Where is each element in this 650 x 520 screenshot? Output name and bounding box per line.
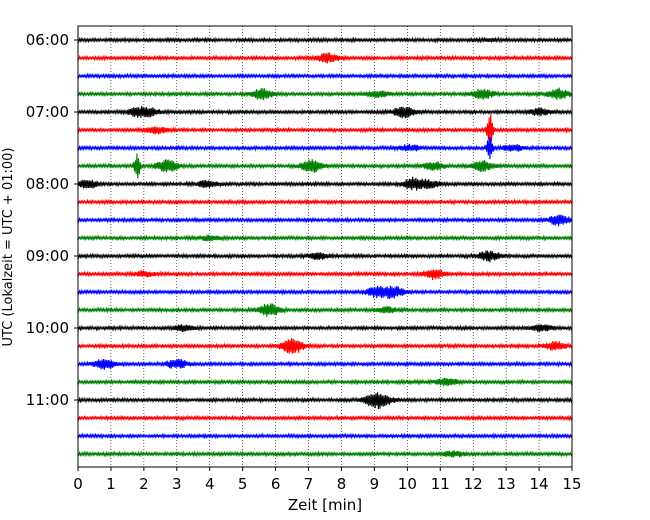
trace-1000 [77, 324, 573, 332]
trace-0830 [77, 214, 573, 227]
trace-0915 [77, 269, 573, 281]
y-tick-label: 11:00 [26, 391, 69, 409]
trace-1100 [77, 392, 573, 409]
x-tick-label: 6 [271, 475, 281, 493]
x-tick-label: 1 [106, 475, 116, 493]
trace-0800 [77, 176, 573, 191]
x-tick-label: 8 [337, 475, 347, 493]
seismic-traces [77, 36, 573, 458]
trace-0730 [77, 136, 573, 160]
trace-0930 [77, 285, 573, 300]
y-tick-label: 06:00 [26, 31, 69, 49]
trace-0600 [77, 36, 573, 44]
x-tick-label: 3 [172, 475, 182, 493]
trace-1145 [77, 450, 573, 458]
x-tick-label: 7 [304, 475, 314, 493]
trace-0815 [77, 198, 573, 206]
x-tick-label: 14 [530, 475, 549, 493]
y-tick-label: 09:00 [26, 247, 69, 265]
trace-0630 [77, 72, 573, 80]
trace-0645 [77, 87, 573, 101]
plot-area [78, 26, 572, 467]
x-tick-label: 5 [238, 475, 248, 493]
x-tick-label: 12 [464, 475, 483, 493]
y-axis-ticks: 06:00 07:00 08:00 09:00 10:00 11:00 [26, 31, 78, 409]
trace-1130 [77, 432, 573, 440]
trace-1030 [77, 359, 573, 370]
x-tick-label: 4 [205, 475, 215, 493]
y-axis-label: UTC (Lokalzeit = UTC + 01:00) [1, 148, 16, 347]
x-axis-label: Zeit [min] [288, 496, 362, 514]
trace-0745 [77, 153, 573, 179]
x-tick-label: 0 [73, 475, 83, 493]
y-tick-label: 08:00 [26, 175, 69, 193]
trace-0945 [77, 303, 573, 318]
x-tick-label: 15 [562, 475, 581, 493]
trace-0700 [77, 105, 573, 119]
trace-0715 [77, 114, 573, 142]
trace-1015 [77, 338, 573, 354]
x-tick-label: 11 [431, 475, 450, 493]
x-tick-label: 9 [370, 475, 380, 493]
y-tick-label: 10:00 [26, 319, 69, 337]
x-tick-label: 10 [398, 475, 417, 493]
x-tick-label: 2 [139, 475, 149, 493]
trace-1115 [77, 414, 573, 422]
x-tick-label: 13 [497, 475, 516, 493]
y-tick-label: 07:00 [26, 103, 69, 121]
trace-0615 [77, 52, 573, 64]
plot-frame [77, 25, 573, 468]
x-axis-ticks: 0 1 2 3 4 5 6 7 8 9 10 11 12 13 14 15 [73, 467, 582, 493]
trace-1045 [77, 377, 573, 387]
trace-0900 [77, 250, 573, 263]
trace-0845 [77, 234, 573, 242]
